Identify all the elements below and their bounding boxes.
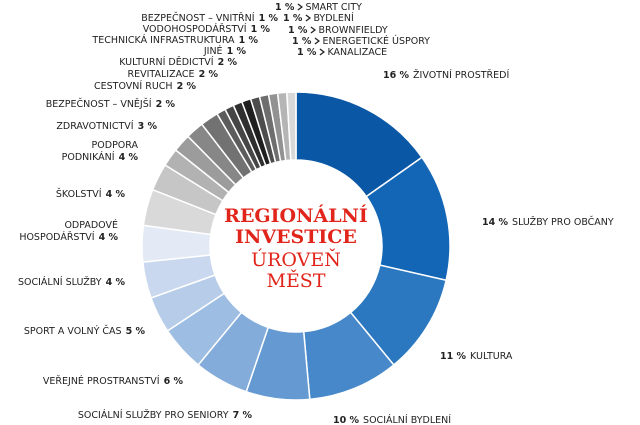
value-label: 4 %: [99, 232, 119, 243]
segment-label: 1 % KANALIZACE: [297, 47, 387, 58]
value-label: 1 %: [259, 13, 279, 24]
category-label: BEZPEČNOST – VNĚJŠÍ: [46, 98, 152, 110]
category-label: PODPORA: [92, 140, 139, 151]
value-label: 3 %: [138, 121, 158, 132]
segment-label: ODPADOVÉ: [64, 219, 118, 231]
category-label: VODOHOSPODÁŘSTVÍ: [143, 23, 247, 35]
segment-label: 1 % SMART CITY: [275, 2, 362, 13]
category-label: ŠKOLSTVÍ: [56, 188, 102, 200]
value-label: 1 %: [239, 35, 259, 46]
value-label: 1 %: [297, 47, 317, 58]
segment-label: BEZPEČNOST – VNITŘNÍ 1 %: [141, 12, 278, 24]
category-label: ENERGETICKÉ ÚSPORY: [322, 35, 430, 47]
segment-label: CESTOVNÍ RUCH 2 %: [94, 80, 196, 92]
value-label: 6 %: [164, 376, 184, 387]
segment-label: 1 % BYDLENÍ: [283, 12, 354, 24]
donut-segment: [285, 91, 297, 161]
arrow: [310, 26, 317, 34]
chart-subtitle: MĚST: [266, 269, 325, 292]
category-label: KULTURNÍ DĚDICTVÍ: [119, 56, 214, 68]
value-label: 1 %: [283, 13, 303, 24]
segment-label: 11 % KULTURA: [440, 351, 513, 362]
value-label: 1 %: [251, 24, 271, 35]
segment-label: VEŘEJNÉ PROSTRANSTVÍ 6 %: [43, 375, 184, 387]
segment-label: REVITALIZACE 2 %: [128, 69, 219, 80]
segment-label: 14 % SLUŽBY PRO OBČANY: [482, 216, 614, 228]
category-label: ZDRAVOTNICTVÍ: [56, 120, 133, 132]
category-label: SOCIÁLNÍ SLUŽBY: [18, 276, 102, 288]
category-label: KANALIZACE: [327, 47, 387, 58]
value-label: 4 %: [106, 277, 126, 288]
value-label: 16 %: [383, 70, 410, 81]
value-label: 2 %: [177, 81, 197, 92]
segment-label: SOCIÁLNÍ SLUŽBY 4 %: [18, 276, 126, 288]
category-label: JINÉ: [203, 45, 223, 57]
value-label: 1 %: [227, 46, 247, 57]
value-label: 1 %: [292, 36, 312, 47]
chart-subtitle: ÚROVEŇ: [251, 248, 341, 271]
value-label: 5 %: [126, 326, 146, 337]
category-label: VEŘEJNÉ PROSTRANSTVÍ: [43, 375, 160, 387]
segment-label: VODOHOSPODÁŘSTVÍ 1 %: [143, 23, 271, 35]
segment-label: JINÉ 1 %: [203, 45, 247, 57]
center-circle: [211, 161, 381, 331]
category-label: ŽIVOTNÍ PROSTŘEDÍ: [413, 69, 509, 81]
segment-label: KULTURNÍ DĚDICTVÍ 2 %: [119, 56, 237, 68]
category-label: REVITALIZACE: [128, 69, 195, 80]
segment-label: BEZPEČNOST – VNĚJŠÍ 2 %: [46, 98, 176, 110]
segment-label: 1 % ENERGETICKÉ ÚSPORY: [292, 35, 430, 47]
arrow: [305, 14, 312, 22]
value-label: 4 %: [106, 189, 126, 200]
category-label: SLUŽBY PRO OBČANY: [512, 216, 614, 228]
segment-label: TECHNICKÁ INFRASTRUKTURA 1 %: [91, 34, 258, 46]
value-label: 10 %: [333, 415, 360, 425]
value-label: 4 %: [119, 152, 139, 163]
category-label: ODPADOVÉ: [64, 219, 118, 231]
value-label: 2 %: [218, 57, 238, 68]
category-label: BEZPEČNOST – VNITŘNÍ: [141, 12, 255, 24]
value-label: 11 %: [440, 351, 467, 362]
category-label: PODNIKÁNÍ: [62, 151, 115, 163]
segment-label: PODPORA: [92, 140, 139, 151]
category-label: SPORT A VOLNÝ ČAS: [24, 325, 122, 337]
segment-label: PODNIKÁNÍ 4 %: [62, 151, 139, 163]
segment-label: ZDRAVOTNICTVÍ 3 %: [56, 120, 157, 132]
category-label: BYDLENÍ: [313, 12, 354, 24]
value-label: 1 %: [275, 2, 295, 13]
category-label: TECHNICKÁ INFRASTRUKTURA: [91, 34, 235, 46]
category-label: SOCIÁLNÍ BYDLENÍ: [363, 414, 451, 425]
arrow: [319, 48, 326, 56]
value-label: 2 %: [156, 99, 176, 110]
segment-label: 10 % SOCIÁLNÍ BYDLENÍ: [333, 414, 451, 425]
segment-label: 1 % BROWNFIELDY: [288, 25, 388, 36]
chart-title: REGIONÁLNÍ: [224, 204, 368, 227]
segment-label: ŠKOLSTVÍ 4 %: [56, 188, 126, 200]
category-label: SMART CITY: [305, 2, 362, 13]
segment-label: HOSPODÁŘSTVÍ 4 %: [19, 231, 118, 243]
value-label: 1 %: [288, 25, 308, 36]
category-label: CESTOVNÍ RUCH: [94, 80, 173, 92]
segment-label: 16 % ŽIVOTNÍ PROSTŘEDÍ: [383, 69, 509, 81]
chart-title: INVESTICE: [235, 226, 357, 248]
arrow: [314, 37, 321, 45]
segment-label: SOCIÁLNÍ SLUŽBY PRO SENIORY 7 %: [78, 409, 253, 421]
category-label: SOCIÁLNÍ SLUŽBY PRO SENIORY: [78, 409, 229, 421]
category-label: HOSPODÁŘSTVÍ: [19, 231, 94, 243]
category-label: KULTURA: [470, 351, 513, 362]
value-label: 2 %: [199, 69, 219, 80]
arrow: [297, 3, 304, 11]
category-label: BROWNFIELDY: [318, 25, 387, 36]
value-label: 7 %: [233, 410, 253, 421]
value-label: 14 %: [482, 217, 509, 228]
segment-label: SPORT A VOLNÝ ČAS 5 %: [24, 325, 146, 337]
